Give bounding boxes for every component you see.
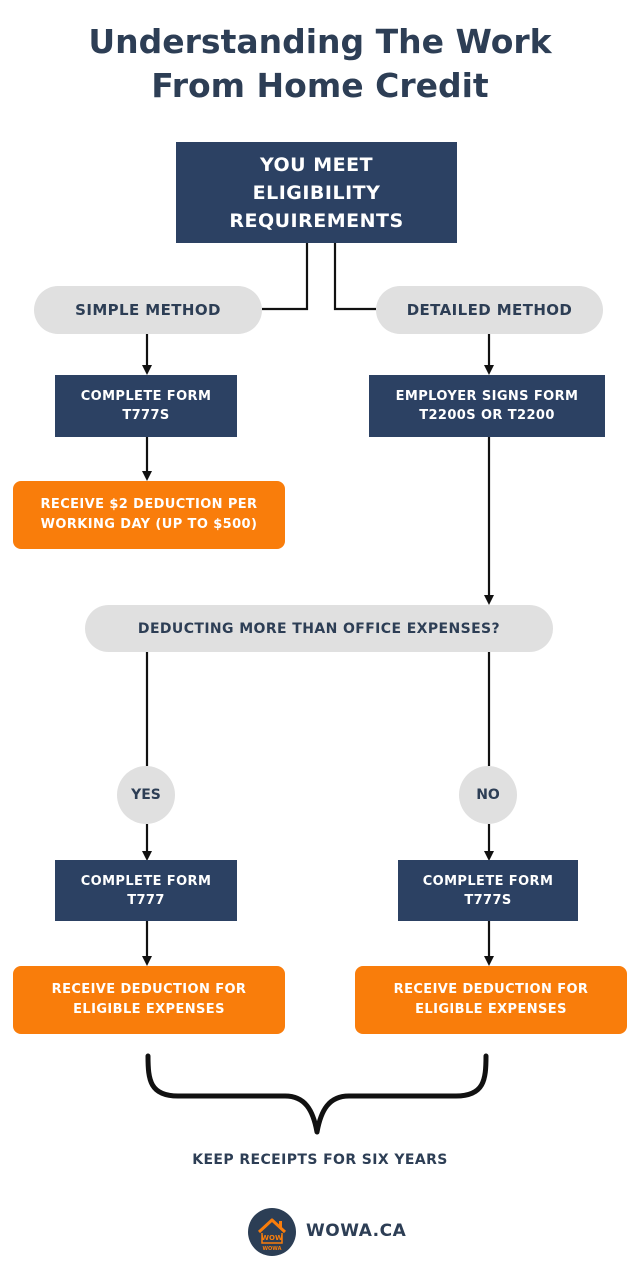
yes-circle: YES xyxy=(117,766,175,824)
simple-deduction-line-2: WORKING DAY (UP TO $500) xyxy=(40,517,258,532)
eligibility-line-1: YOU MEET xyxy=(259,153,374,176)
simple-deduction-line-1: RECEIVE $2 DEDUCTION PER xyxy=(40,497,258,512)
curly-brace xyxy=(145,1053,489,1135)
detailed-method-pill: DETAILED METHOD xyxy=(376,286,603,334)
question-label: DEDUCTING MORE THAN OFFICE EXPENSES? xyxy=(137,620,501,637)
eligibility-box: YOU MEET ELIGIBILITY REQUIREMENTS xyxy=(176,142,457,243)
detailed-form-line-2: T2200S OR T2200 xyxy=(419,408,555,423)
yes-deduction-line-2: ELIGIBLE EXPENSES xyxy=(73,1002,225,1017)
no-form-box: COMPLETE FORM T777S xyxy=(398,860,578,921)
simple-deduction-box: RECEIVE $2 DEDUCTION PER WORKING DAY (UP… xyxy=(13,481,285,549)
title-line-2: From Home Credit xyxy=(151,66,489,105)
wowa-logo: WOW WOWA xyxy=(248,1208,296,1256)
yes-form-line-1: COMPLETE FORM xyxy=(80,873,212,889)
detailed-form-box: EMPLOYER SIGNS FORM T2200S OR T2200 xyxy=(369,375,605,437)
house-logo-icon: WOW WOWA xyxy=(257,1218,287,1252)
question-pill: DEDUCTING MORE THAN OFFICE EXPENSES? xyxy=(85,605,553,652)
no-deduction-line-1: RECEIVE DEDUCTION FOR xyxy=(393,982,589,997)
no-form-line-2: T777S xyxy=(464,892,512,908)
no-label: NO xyxy=(476,787,500,803)
title-line-1: Understanding The Work xyxy=(88,22,552,61)
no-form-line-1: COMPLETE FORM xyxy=(422,873,554,889)
no-deduction-line-2: ELIGIBLE EXPENSES xyxy=(415,1002,567,1017)
brand-name: WOWA.CA xyxy=(306,1221,407,1241)
detailed-method-label: DETAILED METHOD xyxy=(406,301,573,319)
simple-method-label: SIMPLE METHOD xyxy=(75,301,221,319)
connector-to-simple xyxy=(262,243,309,311)
yes-deduction-line-1: RECEIVE DEDUCTION FOR xyxy=(51,982,247,997)
no-circle: NO xyxy=(459,766,517,824)
simple-method-pill: SIMPLE METHOD xyxy=(34,286,262,334)
yes-label: YES xyxy=(131,787,161,803)
detailed-form-line-1: EMPLOYER SIGNS FORM xyxy=(395,389,579,404)
simple-form-line-1: COMPLETE FORM xyxy=(80,389,212,404)
no-deduction-box: RECEIVE DEDUCTION FOR ELIGIBLE EXPENSES xyxy=(355,966,627,1034)
simple-form-box: COMPLETE FORM T777S xyxy=(55,375,237,437)
yes-form-line-2: T777 xyxy=(127,892,165,908)
page-title: Understanding The Work From Home Credit xyxy=(0,20,640,108)
yes-form-box: COMPLETE FORM T777 xyxy=(55,860,237,921)
receipts-note: KEEP RECEIPTS FOR SIX YEARS xyxy=(192,1152,448,1168)
simple-form-line-2: T777S xyxy=(122,408,170,423)
eligibility-line-2: ELIGIBILITY xyxy=(252,181,381,204)
yes-deduction-box: RECEIVE DEDUCTION FOR ELIGIBLE EXPENSES xyxy=(13,966,285,1034)
svg-text:WOW: WOW xyxy=(261,1234,283,1242)
logo-text: WOWA xyxy=(263,1246,282,1252)
connector-to-detailed xyxy=(333,243,376,311)
eligibility-line-3: REQUIREMENTS xyxy=(229,209,404,232)
